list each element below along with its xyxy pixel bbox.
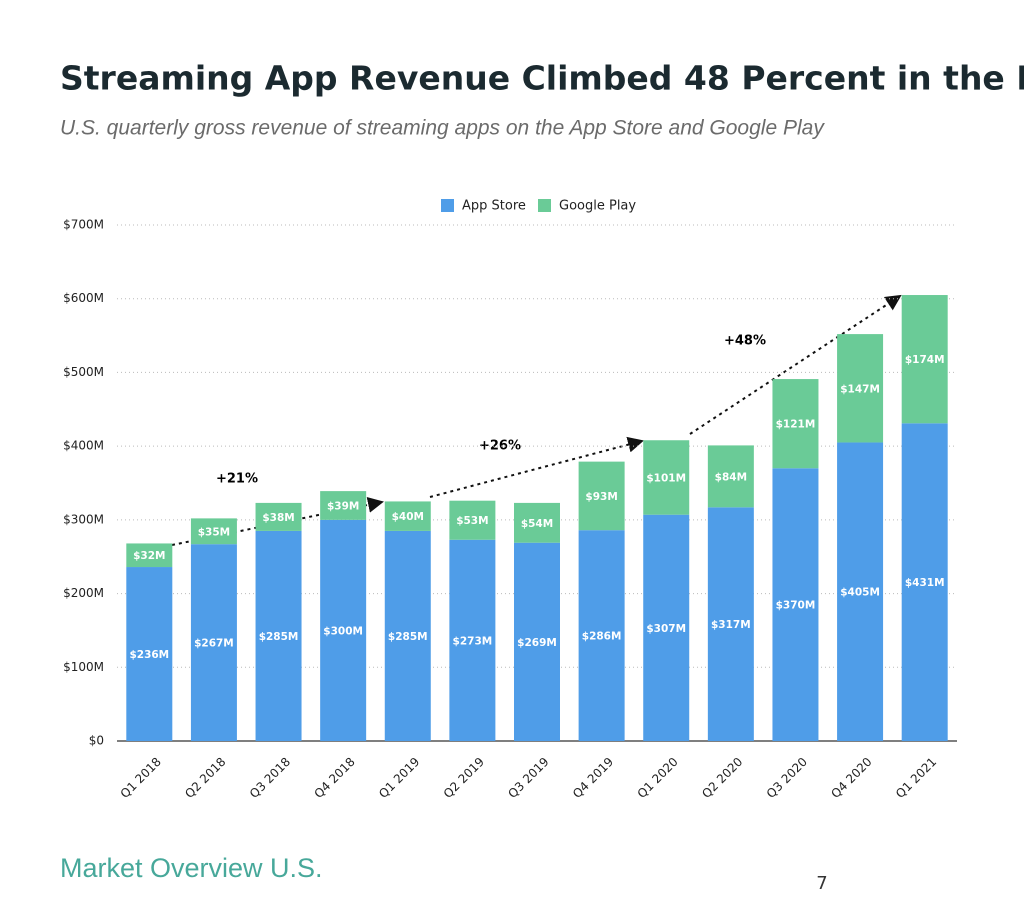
y-tick-label: $300M xyxy=(63,512,104,526)
value-label: $317M xyxy=(711,619,751,631)
bar-segment xyxy=(514,502,560,543)
bar-segment xyxy=(837,442,884,741)
y-tick-label: $600M xyxy=(63,291,104,305)
bar-segment xyxy=(772,379,819,469)
chart-subtitle: U.S. quarterly gross revenue of streamin… xyxy=(60,117,825,140)
bar-segment xyxy=(384,530,431,741)
value-label: $147M xyxy=(840,383,880,395)
x-tick-label: Q4 2018 xyxy=(311,755,357,801)
x-tick-label: Q3 2020 xyxy=(764,755,810,801)
value-label: $273M xyxy=(453,635,493,647)
x-tick-label: Q2 2020 xyxy=(699,755,745,801)
annotation: +48% xyxy=(724,334,766,349)
legend-swatch xyxy=(441,199,454,212)
bar-segment xyxy=(255,530,302,741)
chart-title: Streaming App Revenue Climbed 48 Percent… xyxy=(60,59,1024,98)
x-tick-label: Q3 2019 xyxy=(505,755,551,801)
value-label: $236M xyxy=(129,649,169,661)
x-tick-label: Q2 2019 xyxy=(441,755,487,801)
value-label: $269M xyxy=(517,637,557,649)
value-label: $35M xyxy=(198,526,230,538)
bar-segment xyxy=(643,440,690,515)
bar-segment xyxy=(126,543,173,568)
value-label: $267M xyxy=(194,638,234,650)
annotation: +26% xyxy=(479,439,521,454)
x-tick-label: Q2 2018 xyxy=(182,755,228,801)
bar-segment xyxy=(449,500,496,540)
bar-segment xyxy=(449,539,496,741)
bar-segment xyxy=(707,507,754,741)
bar-segment xyxy=(901,423,948,741)
bar-segment xyxy=(320,491,367,520)
value-label: $101M xyxy=(646,472,686,484)
bar-segment xyxy=(514,542,560,741)
bar-segment xyxy=(772,468,819,741)
y-tick-label: $200M xyxy=(63,586,104,600)
trend-arrow xyxy=(429,436,644,498)
value-label: $307M xyxy=(646,623,686,635)
bar-segment xyxy=(643,514,690,741)
value-label: $38M xyxy=(262,512,294,524)
bar-segment xyxy=(190,518,237,545)
y-tick-label: $500M xyxy=(63,365,104,379)
y-tick-label: $700M xyxy=(63,218,104,232)
bar-segment xyxy=(190,544,237,741)
bar-segment xyxy=(126,567,173,741)
y-tick-label: $100M xyxy=(63,660,104,674)
value-label: $174M xyxy=(905,354,945,366)
value-label: $300M xyxy=(323,625,363,637)
footer: Market Overview U.S. xyxy=(60,853,323,883)
bar-segment xyxy=(901,295,948,424)
value-label: $84M xyxy=(715,471,747,483)
bar-segment xyxy=(578,530,625,741)
value-label: $370M xyxy=(776,600,816,612)
value-label: $53M xyxy=(456,515,488,527)
value-label: $54M xyxy=(521,518,553,530)
x-tick-label: Q1 2018 xyxy=(118,755,164,801)
bar-segment xyxy=(320,519,367,741)
page-number: 7 xyxy=(816,873,827,894)
value-label: $32M xyxy=(133,550,165,562)
x-tick-label: Q1 2021 xyxy=(893,755,939,801)
bar-segment xyxy=(578,461,625,531)
y-tick-label: $0 xyxy=(89,734,104,748)
bar-segment xyxy=(837,334,884,443)
x-tick-label: Q1 2020 xyxy=(635,755,681,801)
value-label: $431M xyxy=(905,577,945,589)
value-label: $39M xyxy=(327,500,359,512)
value-label: $285M xyxy=(388,631,428,643)
x-tick-label: Q3 2018 xyxy=(247,755,293,801)
value-label: $286M xyxy=(582,631,622,643)
bar-segment xyxy=(707,445,754,508)
bar-segment xyxy=(255,502,302,531)
x-tick-label: Q4 2019 xyxy=(570,755,616,801)
value-label: $285M xyxy=(259,631,299,643)
annotation: +21% xyxy=(216,472,258,487)
legend-label: App Store xyxy=(462,199,526,214)
x-tick-label: Q1 2019 xyxy=(376,755,422,801)
value-label: $405M xyxy=(840,587,880,599)
value-label: $93M xyxy=(585,491,617,503)
x-tick-label: Q4 2020 xyxy=(828,755,874,801)
legend-swatch xyxy=(538,199,551,212)
y-tick-label: $400M xyxy=(63,439,104,453)
value-label: $40M xyxy=(392,511,424,523)
value-label: $121M xyxy=(776,419,816,431)
bar-segment xyxy=(384,501,431,531)
legend-label: Google Play xyxy=(559,199,636,214)
